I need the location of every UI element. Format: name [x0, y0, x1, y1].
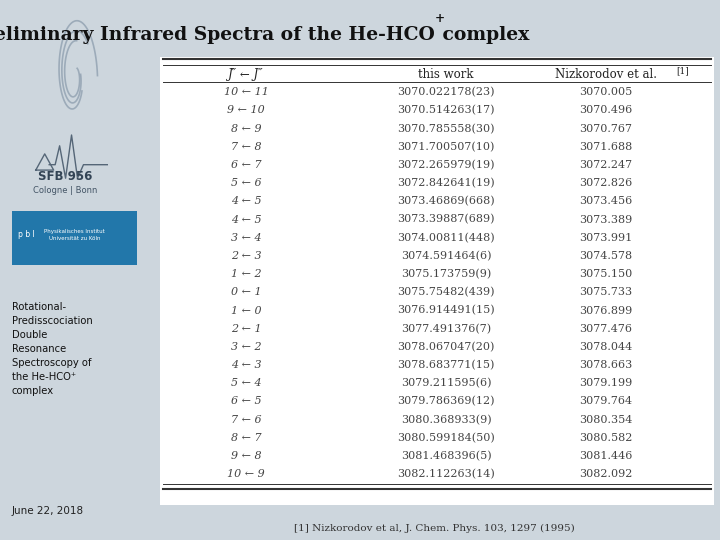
Text: 3076.914491(15): 3076.914491(15) — [397, 305, 495, 316]
Text: 3074.00811(448): 3074.00811(448) — [397, 233, 495, 243]
Text: 3073.46869(668): 3073.46869(668) — [397, 196, 495, 206]
Text: 4 ← 3: 4 ← 3 — [231, 360, 261, 370]
Text: 3071.688: 3071.688 — [579, 142, 632, 152]
Text: 3070.022178(23): 3070.022178(23) — [397, 87, 495, 97]
Text: 3070.496: 3070.496 — [579, 105, 632, 116]
Text: 0 ← 1: 0 ← 1 — [231, 287, 261, 298]
Text: 3074.578: 3074.578 — [580, 251, 632, 261]
Text: 3082.112263(14): 3082.112263(14) — [397, 469, 495, 480]
Text: 3075.75482(439): 3075.75482(439) — [397, 287, 495, 298]
Text: 5 ← 6: 5 ← 6 — [231, 178, 261, 188]
Text: 3 ← 2: 3 ← 2 — [231, 342, 261, 352]
Text: 4 ← 5: 4 ← 5 — [231, 214, 261, 225]
Text: 3080.354: 3080.354 — [579, 415, 632, 424]
Text: 3072.265979(19): 3072.265979(19) — [397, 160, 495, 170]
Text: Physikalisches Institut
Universität zu Köln: Physikalisches Institut Universität zu K… — [44, 230, 105, 240]
Text: 3077.476: 3077.476 — [580, 323, 632, 334]
Text: 3079.764: 3079.764 — [580, 396, 632, 407]
Text: 3080.599184(50): 3080.599184(50) — [397, 433, 495, 443]
Text: 3081.468396(5): 3081.468396(5) — [400, 451, 491, 461]
Text: +: + — [435, 12, 445, 25]
Text: 3079.211595(6): 3079.211595(6) — [401, 378, 491, 388]
Text: 3076.899: 3076.899 — [579, 306, 632, 315]
Text: 3070.767: 3070.767 — [580, 124, 632, 133]
Text: 3074.591464(6): 3074.591464(6) — [401, 251, 491, 261]
Text: complex: complex — [436, 26, 529, 44]
Text: 3073.389: 3073.389 — [579, 214, 632, 225]
Text: Rotational-
Predisscociation
Double
Resonance
Spectroscopy of
the He-HCO⁺
comple: Rotational- Predisscociation Double Reso… — [12, 302, 93, 396]
Text: 3075.150: 3075.150 — [579, 269, 632, 279]
Text: 3075.733: 3075.733 — [580, 287, 632, 298]
Text: 3079.786369(12): 3079.786369(12) — [397, 396, 495, 407]
Text: 3070.785558(30): 3070.785558(30) — [397, 124, 495, 134]
Text: 3079.199: 3079.199 — [579, 378, 632, 388]
Text: 3078.683771(15): 3078.683771(15) — [397, 360, 495, 370]
Text: [1] Nizkorodov et al, J. Chem. Phys. 103, 1297 (1995): [1] Nizkorodov et al, J. Chem. Phys. 103… — [294, 524, 575, 533]
Text: p b l: p b l — [18, 231, 35, 239]
Text: 7 ← 8: 7 ← 8 — [231, 142, 261, 152]
Text: 3072.826: 3072.826 — [579, 178, 632, 188]
Text: 3071.700507(10): 3071.700507(10) — [397, 141, 495, 152]
Text: 3075.173759(9): 3075.173759(9) — [401, 269, 491, 279]
Text: 3070.005: 3070.005 — [579, 87, 632, 97]
Text: 10 ← 9: 10 ← 9 — [228, 469, 265, 479]
Text: J″ ← J″: J″ ← J″ — [228, 68, 264, 81]
Text: 3078.044: 3078.044 — [579, 342, 632, 352]
Text: 9 ← 8: 9 ← 8 — [231, 451, 261, 461]
Text: Nizkorodov et al.: Nizkorodov et al. — [555, 68, 657, 81]
Text: 3070.514263(17): 3070.514263(17) — [397, 105, 495, 116]
Text: 3 ← 4: 3 ← 4 — [231, 233, 261, 243]
Text: 10 ← 11: 10 ← 11 — [224, 87, 269, 97]
Text: 3080.368933(9): 3080.368933(9) — [400, 415, 491, 425]
Text: 3082.092: 3082.092 — [579, 469, 632, 479]
Text: 3073.991: 3073.991 — [579, 233, 632, 243]
Text: 3073.456: 3073.456 — [579, 197, 632, 206]
Text: 3072.247: 3072.247 — [580, 160, 632, 170]
Text: 2 ← 3: 2 ← 3 — [231, 251, 261, 261]
Text: 3081.446: 3081.446 — [579, 451, 632, 461]
Text: 8 ← 7: 8 ← 7 — [231, 433, 261, 443]
Text: 3073.39887(689): 3073.39887(689) — [397, 214, 495, 225]
Text: 3078.663: 3078.663 — [579, 360, 632, 370]
Text: June 22, 2018: June 22, 2018 — [12, 505, 84, 516]
Text: 1 ← 0: 1 ← 0 — [231, 306, 261, 315]
Text: 8 ← 9: 8 ← 9 — [231, 124, 261, 133]
Text: 3072.842641(19): 3072.842641(19) — [397, 178, 495, 188]
Text: [1]: [1] — [677, 66, 689, 76]
Text: Cologne | Bonn: Cologne | Bonn — [33, 186, 98, 195]
Text: Preliminary Infrared Spectra of the He-HCO: Preliminary Infrared Spectra of the He-H… — [0, 26, 435, 44]
Text: 3077.491376(7): 3077.491376(7) — [401, 323, 491, 334]
Text: 2 ← 1: 2 ← 1 — [231, 323, 261, 334]
Text: 9 ← 10: 9 ← 10 — [228, 105, 265, 116]
Text: SFB 956: SFB 956 — [38, 170, 93, 183]
Text: 3080.582: 3080.582 — [579, 433, 632, 443]
Text: 4 ← 5: 4 ← 5 — [231, 197, 261, 206]
Text: 6 ← 5: 6 ← 5 — [231, 396, 261, 407]
Text: 7 ← 6: 7 ← 6 — [231, 415, 261, 424]
Text: 6 ← 7: 6 ← 7 — [231, 160, 261, 170]
Bar — [12, 211, 137, 265]
Text: this work: this work — [418, 68, 474, 81]
Text: 1 ← 2: 1 ← 2 — [231, 269, 261, 279]
Text: 3078.067047(20): 3078.067047(20) — [397, 342, 495, 352]
Text: 5 ← 4: 5 ← 4 — [231, 378, 261, 388]
Bar — [161, 57, 714, 505]
